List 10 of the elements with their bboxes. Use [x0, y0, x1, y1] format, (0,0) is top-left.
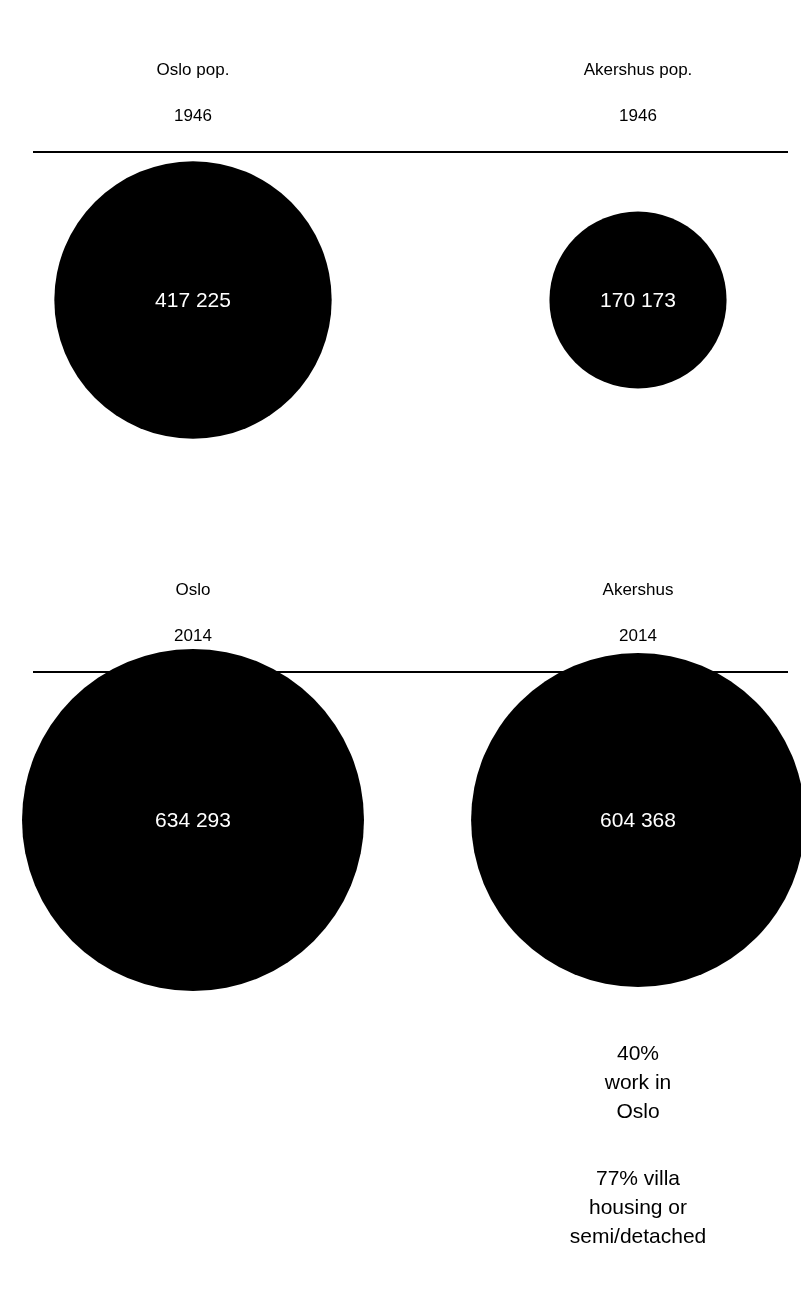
- data-label: 634 293: [155, 808, 231, 832]
- category-label: Oslo pop. 1946: [156, 60, 230, 125]
- category-label: Akershus pop. 1946: [583, 60, 693, 125]
- category-label: Akershus 2014: [602, 580, 674, 645]
- data-label: 604 368: [600, 808, 676, 832]
- category-label: Oslo 2014: [174, 580, 212, 645]
- data-label: 170 173: [600, 288, 676, 312]
- data-label: 417 225: [155, 288, 231, 312]
- text: 77% villa housing or semi/detached: [569, 1166, 707, 1247]
- text: 40% work in Oslo: [603, 1041, 672, 1122]
